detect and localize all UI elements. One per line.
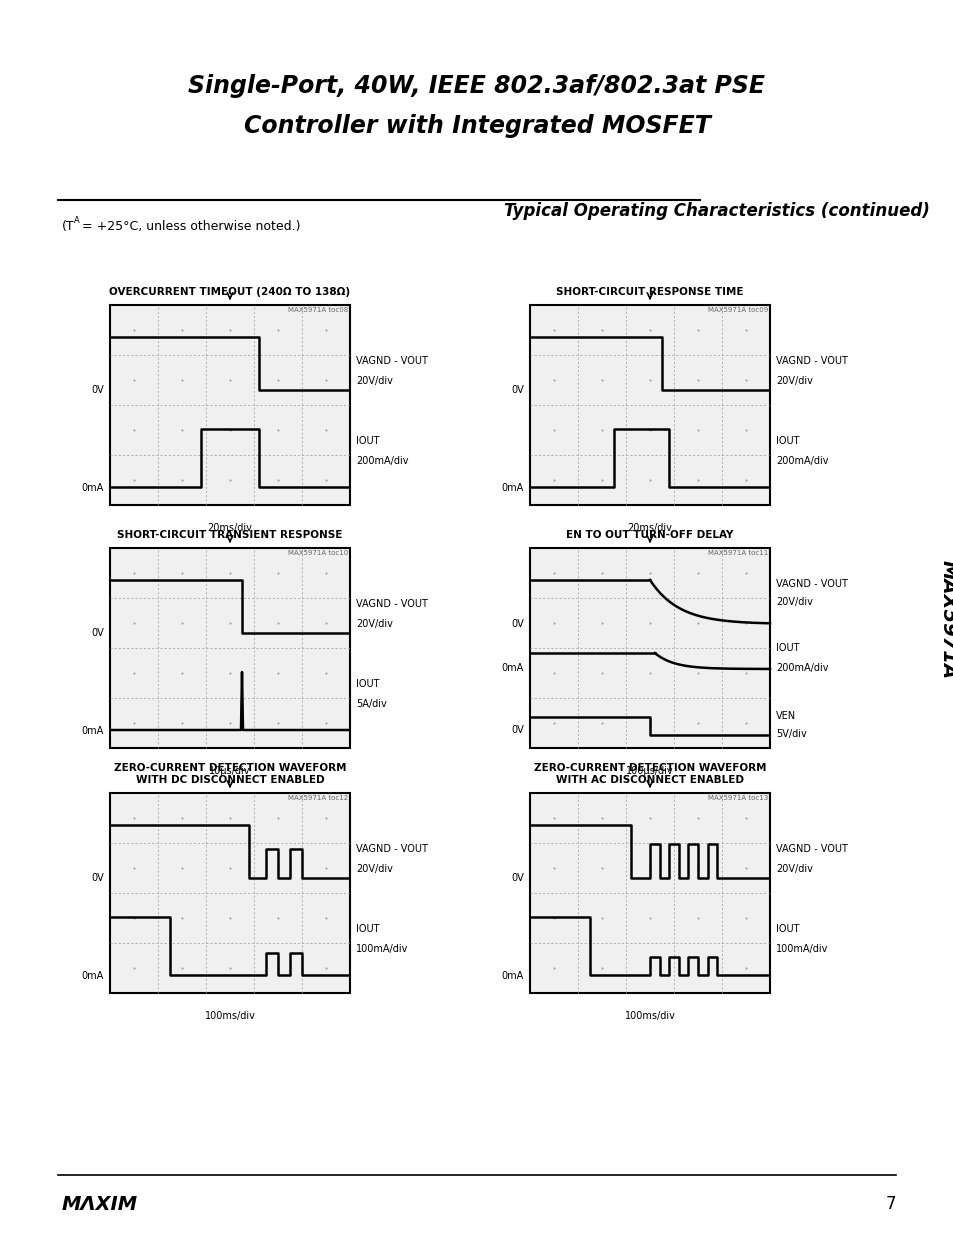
Text: SHORT-CIRCUIT RESPONSE TIME: SHORT-CIRCUIT RESPONSE TIME — [556, 287, 743, 296]
Text: MAX5971A toc10: MAX5971A toc10 — [288, 550, 348, 556]
Text: 100mA/div: 100mA/div — [775, 944, 827, 953]
Text: 5V/div: 5V/div — [775, 729, 806, 739]
Text: 0V: 0V — [91, 873, 104, 883]
Text: MAX5971A toc08: MAX5971A toc08 — [288, 308, 348, 312]
Text: SHORT-CIRCUIT TRANSIENT RESPONSE: SHORT-CIRCUIT TRANSIENT RESPONSE — [117, 530, 342, 540]
Text: 20V/div: 20V/div — [775, 597, 812, 606]
Bar — [530, 548, 769, 748]
Text: 7: 7 — [884, 1195, 895, 1213]
Text: VAGND - VOUT: VAGND - VOUT — [355, 356, 428, 366]
Text: VAGND - VOUT: VAGND - VOUT — [775, 844, 847, 853]
Text: IOUT: IOUT — [355, 436, 379, 446]
Text: VAGND - VOUT: VAGND - VOUT — [775, 579, 847, 589]
Text: MAX5971A toc11: MAX5971A toc11 — [707, 550, 767, 556]
Text: OVERCURRENT TIMEOUT (240Ω TO 138Ω): OVERCURRENT TIMEOUT (240Ω TO 138Ω) — [110, 287, 350, 296]
Bar — [110, 548, 350, 748]
Text: VEN: VEN — [775, 711, 796, 721]
Text: Typical Operating Characteristics (continued): Typical Operating Characteristics (conti… — [503, 203, 929, 220]
Text: 0mA: 0mA — [501, 483, 523, 493]
Text: 100mA/div: 100mA/div — [355, 944, 408, 953]
Text: 0mA: 0mA — [82, 971, 104, 981]
Bar — [110, 305, 350, 505]
Text: IOUT: IOUT — [775, 924, 799, 934]
Text: 0mA: 0mA — [501, 971, 523, 981]
Text: 0mA: 0mA — [82, 483, 104, 493]
Text: ZERO-CURRENT DETECTION WAVEFORM: ZERO-CURRENT DETECTION WAVEFORM — [113, 763, 346, 773]
Text: EN TO OUT TURN-OFF DELAY: EN TO OUT TURN-OFF DELAY — [566, 530, 733, 540]
Text: 20V/div: 20V/div — [355, 375, 393, 387]
Text: = +25°C, unless otherwise noted.): = +25°C, unless otherwise noted.) — [78, 220, 300, 233]
Text: 20V/div: 20V/div — [355, 619, 393, 629]
Text: 0V: 0V — [511, 619, 523, 629]
Text: 10μs/div: 10μs/div — [209, 766, 251, 776]
Bar — [110, 793, 350, 993]
Text: 20ms/div: 20ms/div — [627, 522, 672, 534]
Text: 20V/div: 20V/div — [775, 375, 812, 387]
Text: 0mA: 0mA — [82, 726, 104, 736]
Text: 0mA: 0mA — [501, 663, 523, 673]
Text: 200mA/div: 200mA/div — [355, 456, 408, 466]
Bar — [530, 305, 769, 505]
Text: IOUT: IOUT — [355, 679, 379, 689]
Text: IOUT: IOUT — [775, 436, 799, 446]
Bar — [530, 793, 769, 993]
Text: Controller with Integrated MOSFET: Controller with Integrated MOSFET — [243, 114, 710, 138]
Text: 0V: 0V — [91, 629, 104, 638]
Text: VAGND - VOUT: VAGND - VOUT — [355, 599, 428, 609]
Text: ZERO-CURRENT DETECTION WAVEFORM: ZERO-CURRENT DETECTION WAVEFORM — [533, 763, 765, 773]
Text: IOUT: IOUT — [775, 643, 799, 653]
Text: 100ms/div: 100ms/div — [624, 1011, 675, 1021]
Text: A: A — [74, 216, 80, 225]
Text: 0V: 0V — [511, 873, 523, 883]
Text: MAX5971A toc12: MAX5971A toc12 — [288, 795, 348, 802]
Text: VAGND - VOUT: VAGND - VOUT — [355, 844, 428, 853]
Text: VAGND - VOUT: VAGND - VOUT — [775, 356, 847, 366]
Text: MAX5971A toc13: MAX5971A toc13 — [707, 795, 767, 802]
Text: 0V: 0V — [91, 385, 104, 395]
Text: 20ms/div: 20ms/div — [208, 522, 253, 534]
Text: 200mA/div: 200mA/div — [775, 663, 827, 673]
Text: Single-Port, 40W, IEEE 802.3af/802.3at PSE: Single-Port, 40W, IEEE 802.3af/802.3at P… — [189, 74, 764, 98]
Text: МΛXIM: МΛXIM — [62, 1195, 138, 1214]
Text: 20V/div: 20V/div — [355, 864, 393, 874]
Text: 5A/div: 5A/div — [355, 699, 386, 709]
Text: 0V: 0V — [511, 385, 523, 395]
Text: 200mA/div: 200mA/div — [775, 456, 827, 466]
Text: 100μs/div: 100μs/div — [625, 766, 673, 776]
Text: 100ms/div: 100ms/div — [204, 1011, 255, 1021]
Text: 0V: 0V — [511, 725, 523, 735]
Text: WITH AC DISCONNECT ENABLED: WITH AC DISCONNECT ENABLED — [556, 776, 743, 785]
Text: WITH DC DISCONNECT ENABLED: WITH DC DISCONNECT ENABLED — [135, 776, 324, 785]
Text: 20V/div: 20V/div — [775, 864, 812, 874]
Text: IOUT: IOUT — [355, 924, 379, 934]
Text: MAX5971A toc09: MAX5971A toc09 — [707, 308, 767, 312]
Text: MAX5971A: MAX5971A — [938, 561, 953, 679]
Text: (T: (T — [62, 220, 74, 233]
